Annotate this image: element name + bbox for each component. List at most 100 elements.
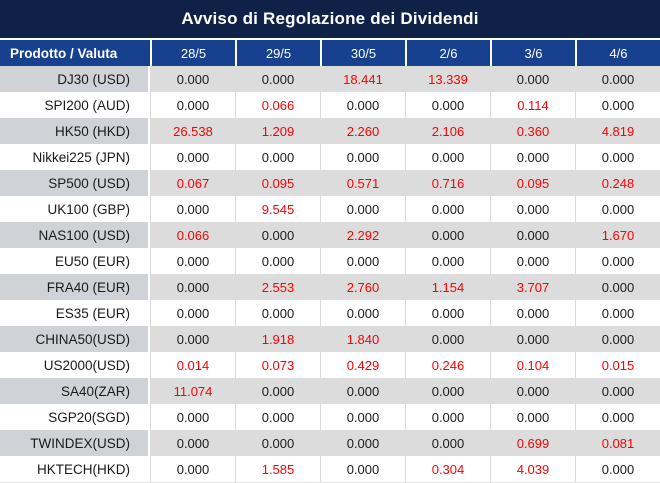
value-cell: 0.000 (235, 222, 320, 248)
table-row: HKTECH(HKD) 0.000 1.585 0.000 0.304 4.039 0.00… (0, 456, 660, 482)
value-cell: 0.000 (150, 196, 235, 222)
value-cell: 0.429 (320, 352, 405, 378)
value-cell: 0.000 (575, 404, 660, 430)
value-cell: 0.000 (235, 300, 320, 326)
value-cell: 18.441 (320, 66, 405, 92)
value-cell: 0.000 (490, 404, 575, 430)
table-body: DJ30 (USD) 0.000 0.000 18.441 13.339 0.000 0.0… (0, 66, 660, 482)
value-cell: 0.073 (235, 352, 320, 378)
value-cell: 11.074 (150, 378, 235, 404)
product-cell: US2000(USD) (0, 352, 150, 378)
value-cell: 0.000 (575, 456, 660, 482)
value-cell: 0.000 (490, 300, 575, 326)
product-cell: SGP20(SGD) (0, 404, 150, 430)
value-cell: 0.000 (150, 430, 235, 456)
value-cell: 0.067 (150, 170, 235, 196)
value-cell: 0.000 (490, 196, 575, 222)
column-header-date-4: 2/6 (405, 40, 490, 66)
product-cell: SP500 (USD) (0, 170, 150, 196)
value-cell: 0.699 (490, 430, 575, 456)
value-cell: 0.000 (575, 300, 660, 326)
value-cell: 0.000 (150, 144, 235, 170)
value-cell: 0.015 (575, 352, 660, 378)
value-cell: 0.000 (490, 248, 575, 274)
column-header-date-3: 30/5 (320, 40, 405, 66)
value-cell: 0.000 (150, 274, 235, 300)
value-cell: 0.066 (150, 222, 235, 248)
column-header-date-5: 3/6 (490, 40, 575, 66)
value-cell: 0.000 (235, 66, 320, 92)
table-header-row: Prodotto / Valuta 28/5 29/5 30/5 2/6 3/6… (0, 38, 660, 66)
value-cell: 0.000 (490, 222, 575, 248)
value-cell: 0.000 (235, 404, 320, 430)
value-cell: 0.000 (150, 92, 235, 118)
value-cell: 0.000 (575, 196, 660, 222)
value-cell: 0.716 (405, 170, 490, 196)
table-row: DJ30 (USD) 0.000 0.000 18.441 13.339 0.000 0.0… (0, 66, 660, 92)
value-cell: 0.000 (405, 404, 490, 430)
product-cell: HK50 (HKD) (0, 118, 150, 144)
value-cell: 0.246 (405, 352, 490, 378)
product-cell: DJ30 (USD) (0, 66, 150, 92)
value-cell: 0.000 (320, 92, 405, 118)
table-row: ES35 (EUR) 0.000 0.000 0.000 0.000 0.000 0.000 (0, 300, 660, 326)
value-cell: 0.000 (150, 404, 235, 430)
product-cell: FRA40 (EUR) (0, 274, 150, 300)
value-cell: 0.000 (405, 248, 490, 274)
value-cell: 0.000 (405, 378, 490, 404)
column-header-date-1: 28/5 (150, 40, 235, 66)
value-cell: 0.000 (320, 196, 405, 222)
value-cell: 0.000 (320, 300, 405, 326)
value-cell: 3.707 (490, 274, 575, 300)
value-cell: 0.000 (320, 144, 405, 170)
value-cell: 2.106 (405, 118, 490, 144)
value-cell: 0.000 (235, 378, 320, 404)
product-cell: Nikkei225 (JPN) (0, 144, 150, 170)
value-cell: 4.819 (575, 118, 660, 144)
value-cell: 0.000 (320, 404, 405, 430)
value-cell: 0.571 (320, 170, 405, 196)
value-cell: 0.000 (405, 326, 490, 352)
product-cell: NAS100 (USD) (0, 222, 150, 248)
value-cell: 0.000 (575, 66, 660, 92)
value-cell: 0.000 (575, 326, 660, 352)
product-cell: CHINA50(USD) (0, 326, 150, 352)
value-cell: 9.545 (235, 196, 320, 222)
value-cell: 0.000 (235, 248, 320, 274)
value-cell: 0.000 (575, 144, 660, 170)
value-cell: 0.000 (405, 196, 490, 222)
value-cell: 1.918 (235, 326, 320, 352)
table-row: UK100 (GBP) 0.000 9.545 0.000 0.000 0.000 0.00… (0, 196, 660, 222)
value-cell: 2.292 (320, 222, 405, 248)
value-cell: 0.000 (405, 144, 490, 170)
product-cell: HKTECH(HKD) (0, 456, 150, 482)
value-cell: 0.000 (575, 92, 660, 118)
table-row: CHINA50(USD) 0.000 1.918 1.840 0.000 0.000 0.0… (0, 326, 660, 352)
product-cell: TWINDEX(USD) (0, 430, 150, 456)
value-cell: 0.000 (405, 430, 490, 456)
value-cell: 0.000 (320, 430, 405, 456)
value-cell: 0.000 (320, 248, 405, 274)
table-row: Nikkei225 (JPN) 0.000 0.000 0.000 0.000 0.000… (0, 144, 660, 170)
value-cell: 0.000 (405, 300, 490, 326)
value-cell: 0.000 (405, 222, 490, 248)
value-cell: 0.000 (150, 300, 235, 326)
value-cell: 4.039 (490, 456, 575, 482)
product-cell: EU50 (EUR) (0, 248, 150, 274)
product-cell: SA40(ZAR) (0, 378, 150, 404)
column-header-date-6: 4/6 (575, 40, 660, 66)
value-cell: 0.114 (490, 92, 575, 118)
value-cell: 26.538 (150, 118, 235, 144)
column-header-date-2: 29/5 (235, 40, 320, 66)
value-cell: 1.670 (575, 222, 660, 248)
value-cell: 2.553 (235, 274, 320, 300)
value-cell: 0.095 (235, 170, 320, 196)
product-cell: SPI200 (AUD) (0, 92, 150, 118)
value-cell: 0.000 (235, 430, 320, 456)
value-cell: 0.000 (490, 326, 575, 352)
value-cell: 1.154 (405, 274, 490, 300)
value-cell: 0.095 (490, 170, 575, 196)
table-title: Avviso di Regolazione dei Dividendi (0, 0, 660, 38)
value-cell: 0.000 (575, 378, 660, 404)
value-cell: 0.000 (150, 456, 235, 482)
